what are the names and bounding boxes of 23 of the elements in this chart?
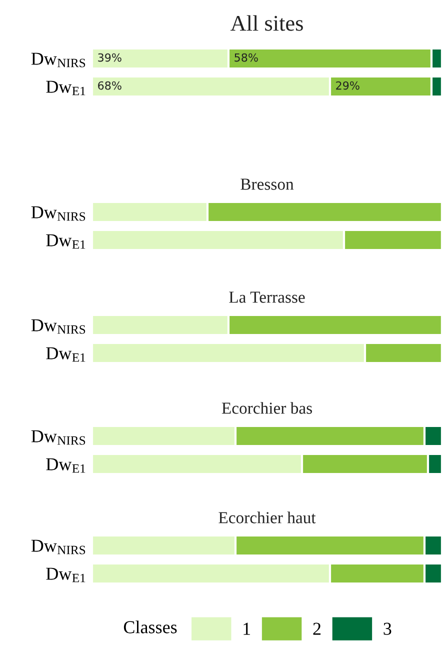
chart-title: All sites [230,15,303,31]
y-tick-label: Dw$_{NIRS}$ [31,319,86,334]
data-label: 58% [234,53,258,62]
legend-label: 2 [313,622,321,635]
y-tick-label: Dw$_{E1}$ [46,234,86,249]
chart-title: Ecorchier bas [222,402,312,414]
y-tick-label: Dw$_{E1}$ [46,80,86,96]
y-tick-label: Dw$_{E1}$ [46,347,86,362]
y-tick-label: Dw$_{NIRS}$ [31,206,86,221]
chart-title: La Terrasse [229,292,305,303]
y-tick-label: Dw$_{E1}$ [46,568,86,582]
legend-label: 3 [384,622,392,635]
data-label: 39% [98,53,122,62]
y-tick-label: Dw$_{NIRS}$ [31,52,86,68]
chart-title: Bresson [240,178,294,190]
data-label: 68% [98,81,122,90]
data-label: 29% [336,81,360,90]
legend-label: 1 [244,622,250,635]
legend-title: Classes [124,620,177,634]
y-tick-label: Dw$_{NIRS}$ [31,430,86,445]
y-tick-label: Dw$_{NIRS}$ [31,540,86,554]
chart-title: Ecorchier haut [218,512,316,524]
y-tick-label: Dw$_{E1}$ [46,458,86,473]
